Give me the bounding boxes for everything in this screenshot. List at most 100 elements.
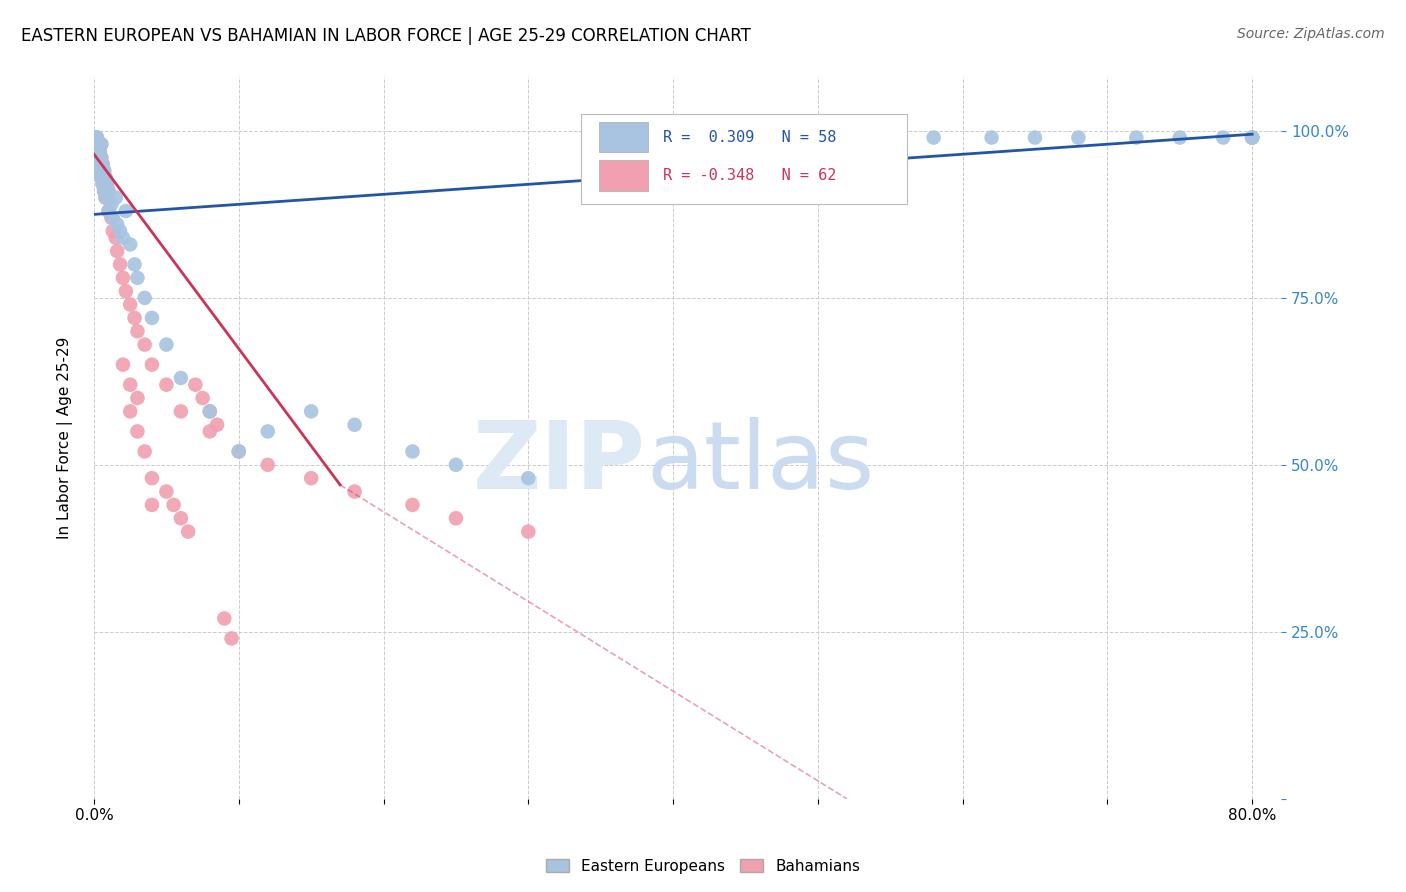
- Point: [155, 377, 177, 392]
- Text: atlas: atlas: [645, 417, 875, 509]
- Point: [1125, 130, 1147, 145]
- Point: [96, 178, 118, 192]
- Point: [84, 130, 107, 145]
- Point: [97, 204, 120, 219]
- Text: R = -0.348   N = 62: R = -0.348 N = 62: [662, 168, 837, 183]
- Point: [127, 270, 149, 285]
- Point: [922, 130, 945, 145]
- Point: [84, 144, 107, 158]
- Point: [105, 218, 128, 232]
- Point: [221, 632, 243, 646]
- Point: [90, 151, 112, 165]
- FancyBboxPatch shape: [581, 113, 907, 203]
- Point: [343, 484, 366, 499]
- Point: [97, 184, 120, 198]
- Point: [120, 377, 142, 392]
- Point: [980, 130, 1002, 145]
- Point: [94, 170, 117, 185]
- Point: [162, 498, 184, 512]
- Text: EASTERN EUROPEAN VS BAHAMIAN IN LABOR FORCE | AGE 25-29 CORRELATION CHART: EASTERN EUROPEAN VS BAHAMIAN IN LABOR FO…: [21, 27, 751, 45]
- Point: [93, 184, 115, 198]
- Point: [108, 224, 131, 238]
- Point: [93, 164, 115, 178]
- Point: [84, 130, 107, 145]
- Point: [205, 417, 228, 432]
- Point: [124, 257, 146, 271]
- Point: [228, 444, 250, 458]
- Point: [191, 391, 214, 405]
- Point: [94, 170, 117, 185]
- Point: [401, 444, 423, 458]
- Point: [101, 211, 124, 225]
- Point: [778, 130, 800, 145]
- Point: [120, 237, 142, 252]
- Point: [256, 458, 278, 472]
- Point: [96, 178, 118, 192]
- Point: [90, 137, 112, 152]
- Point: [1241, 130, 1264, 145]
- Point: [84, 144, 107, 158]
- Point: [87, 137, 110, 152]
- Point: [90, 170, 112, 185]
- Point: [89, 157, 111, 171]
- Point: [835, 130, 858, 145]
- Point: [141, 310, 163, 325]
- Point: [105, 244, 128, 258]
- Point: [104, 231, 127, 245]
- Point: [134, 444, 156, 458]
- Point: [97, 204, 120, 219]
- Point: [111, 270, 134, 285]
- Point: [120, 404, 142, 418]
- FancyBboxPatch shape: [599, 122, 648, 153]
- Point: [401, 498, 423, 512]
- Point: [141, 471, 163, 485]
- Point: [343, 417, 366, 432]
- Point: [124, 310, 146, 325]
- Point: [108, 257, 131, 271]
- Point: [87, 164, 110, 178]
- Point: [91, 178, 114, 192]
- Point: [86, 130, 108, 145]
- Point: [111, 358, 134, 372]
- Point: [120, 297, 142, 311]
- Point: [86, 130, 108, 145]
- Point: [1241, 130, 1264, 145]
- Point: [100, 197, 122, 211]
- Point: [89, 144, 111, 158]
- Point: [170, 404, 193, 418]
- Point: [517, 524, 540, 539]
- Point: [155, 484, 177, 499]
- Point: [141, 358, 163, 372]
- FancyBboxPatch shape: [599, 161, 648, 191]
- Point: [184, 377, 207, 392]
- Point: [1168, 130, 1191, 145]
- Point: [1212, 130, 1234, 145]
- Point: [444, 511, 467, 525]
- Text: Source: ZipAtlas.com: Source: ZipAtlas.com: [1237, 27, 1385, 41]
- Point: [86, 144, 108, 158]
- Point: [155, 337, 177, 351]
- Legend: Eastern Europeans, Bahamians: Eastern Europeans, Bahamians: [540, 853, 866, 880]
- Point: [90, 137, 112, 152]
- Point: [90, 151, 112, 165]
- Point: [256, 425, 278, 439]
- Point: [89, 144, 111, 158]
- Point: [86, 151, 108, 165]
- Point: [879, 130, 901, 145]
- Point: [115, 284, 138, 298]
- Point: [444, 458, 467, 472]
- Point: [91, 157, 114, 171]
- Point: [87, 137, 110, 152]
- Point: [1024, 130, 1046, 145]
- Point: [198, 404, 221, 418]
- Point: [87, 151, 110, 165]
- Point: [89, 157, 111, 171]
- Point: [93, 164, 115, 178]
- Point: [517, 471, 540, 485]
- Point: [141, 498, 163, 512]
- Point: [86, 151, 108, 165]
- Point: [127, 324, 149, 338]
- Point: [90, 170, 112, 185]
- Point: [94, 191, 117, 205]
- Point: [1241, 130, 1264, 145]
